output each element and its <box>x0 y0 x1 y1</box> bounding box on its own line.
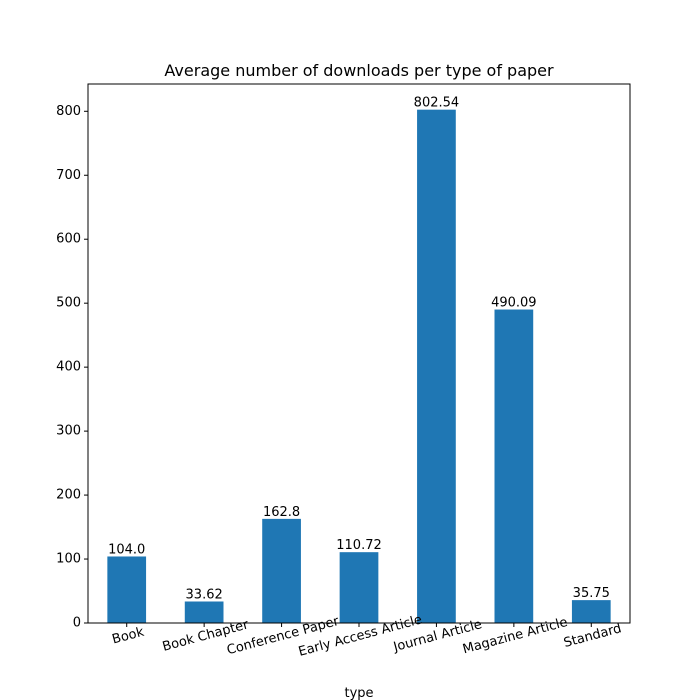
bar-value-label: 104.0 <box>108 542 145 557</box>
y-tick-label: 700 <box>56 168 81 183</box>
y-tick-label: 100 <box>56 552 81 567</box>
y-axis: 0 100 200 300 400 500 600 700 800 <box>56 104 88 631</box>
bar-value-label: 110.72 <box>336 538 382 553</box>
y-tick-label: 800 <box>56 104 81 119</box>
x-axis-label: type <box>344 686 373 700</box>
plot-frame <box>87 83 631 624</box>
bar-value-label: 802.54 <box>414 96 460 111</box>
bar <box>571 600 611 623</box>
bar <box>107 556 147 623</box>
bar <box>494 309 534 623</box>
bar-value-label: 33.62 <box>186 587 223 602</box>
y-tick-label: 500 <box>56 296 81 311</box>
y-tick-label: 400 <box>56 360 81 375</box>
bars-group <box>107 109 611 623</box>
bar <box>262 518 301 623</box>
data-labels-group: 104.0 33.62 162.8 110.72 802.54 490.09 35.75 <box>108 96 610 603</box>
y-tick-label: 300 <box>56 424 81 439</box>
bar-value-label: 35.75 <box>573 586 610 601</box>
bar <box>339 552 379 623</box>
bar-value-label: 162.8 <box>263 505 300 520</box>
bar-value-label: 490.09 <box>491 296 537 311</box>
y-tick-label: 600 <box>56 232 81 247</box>
bar <box>417 109 456 623</box>
bar <box>184 601 224 623</box>
chart-title: Average number of downloads per type of … <box>164 61 554 80</box>
y-tick-label: 0 <box>73 616 81 631</box>
y-tick-label: 200 <box>56 488 81 503</box>
